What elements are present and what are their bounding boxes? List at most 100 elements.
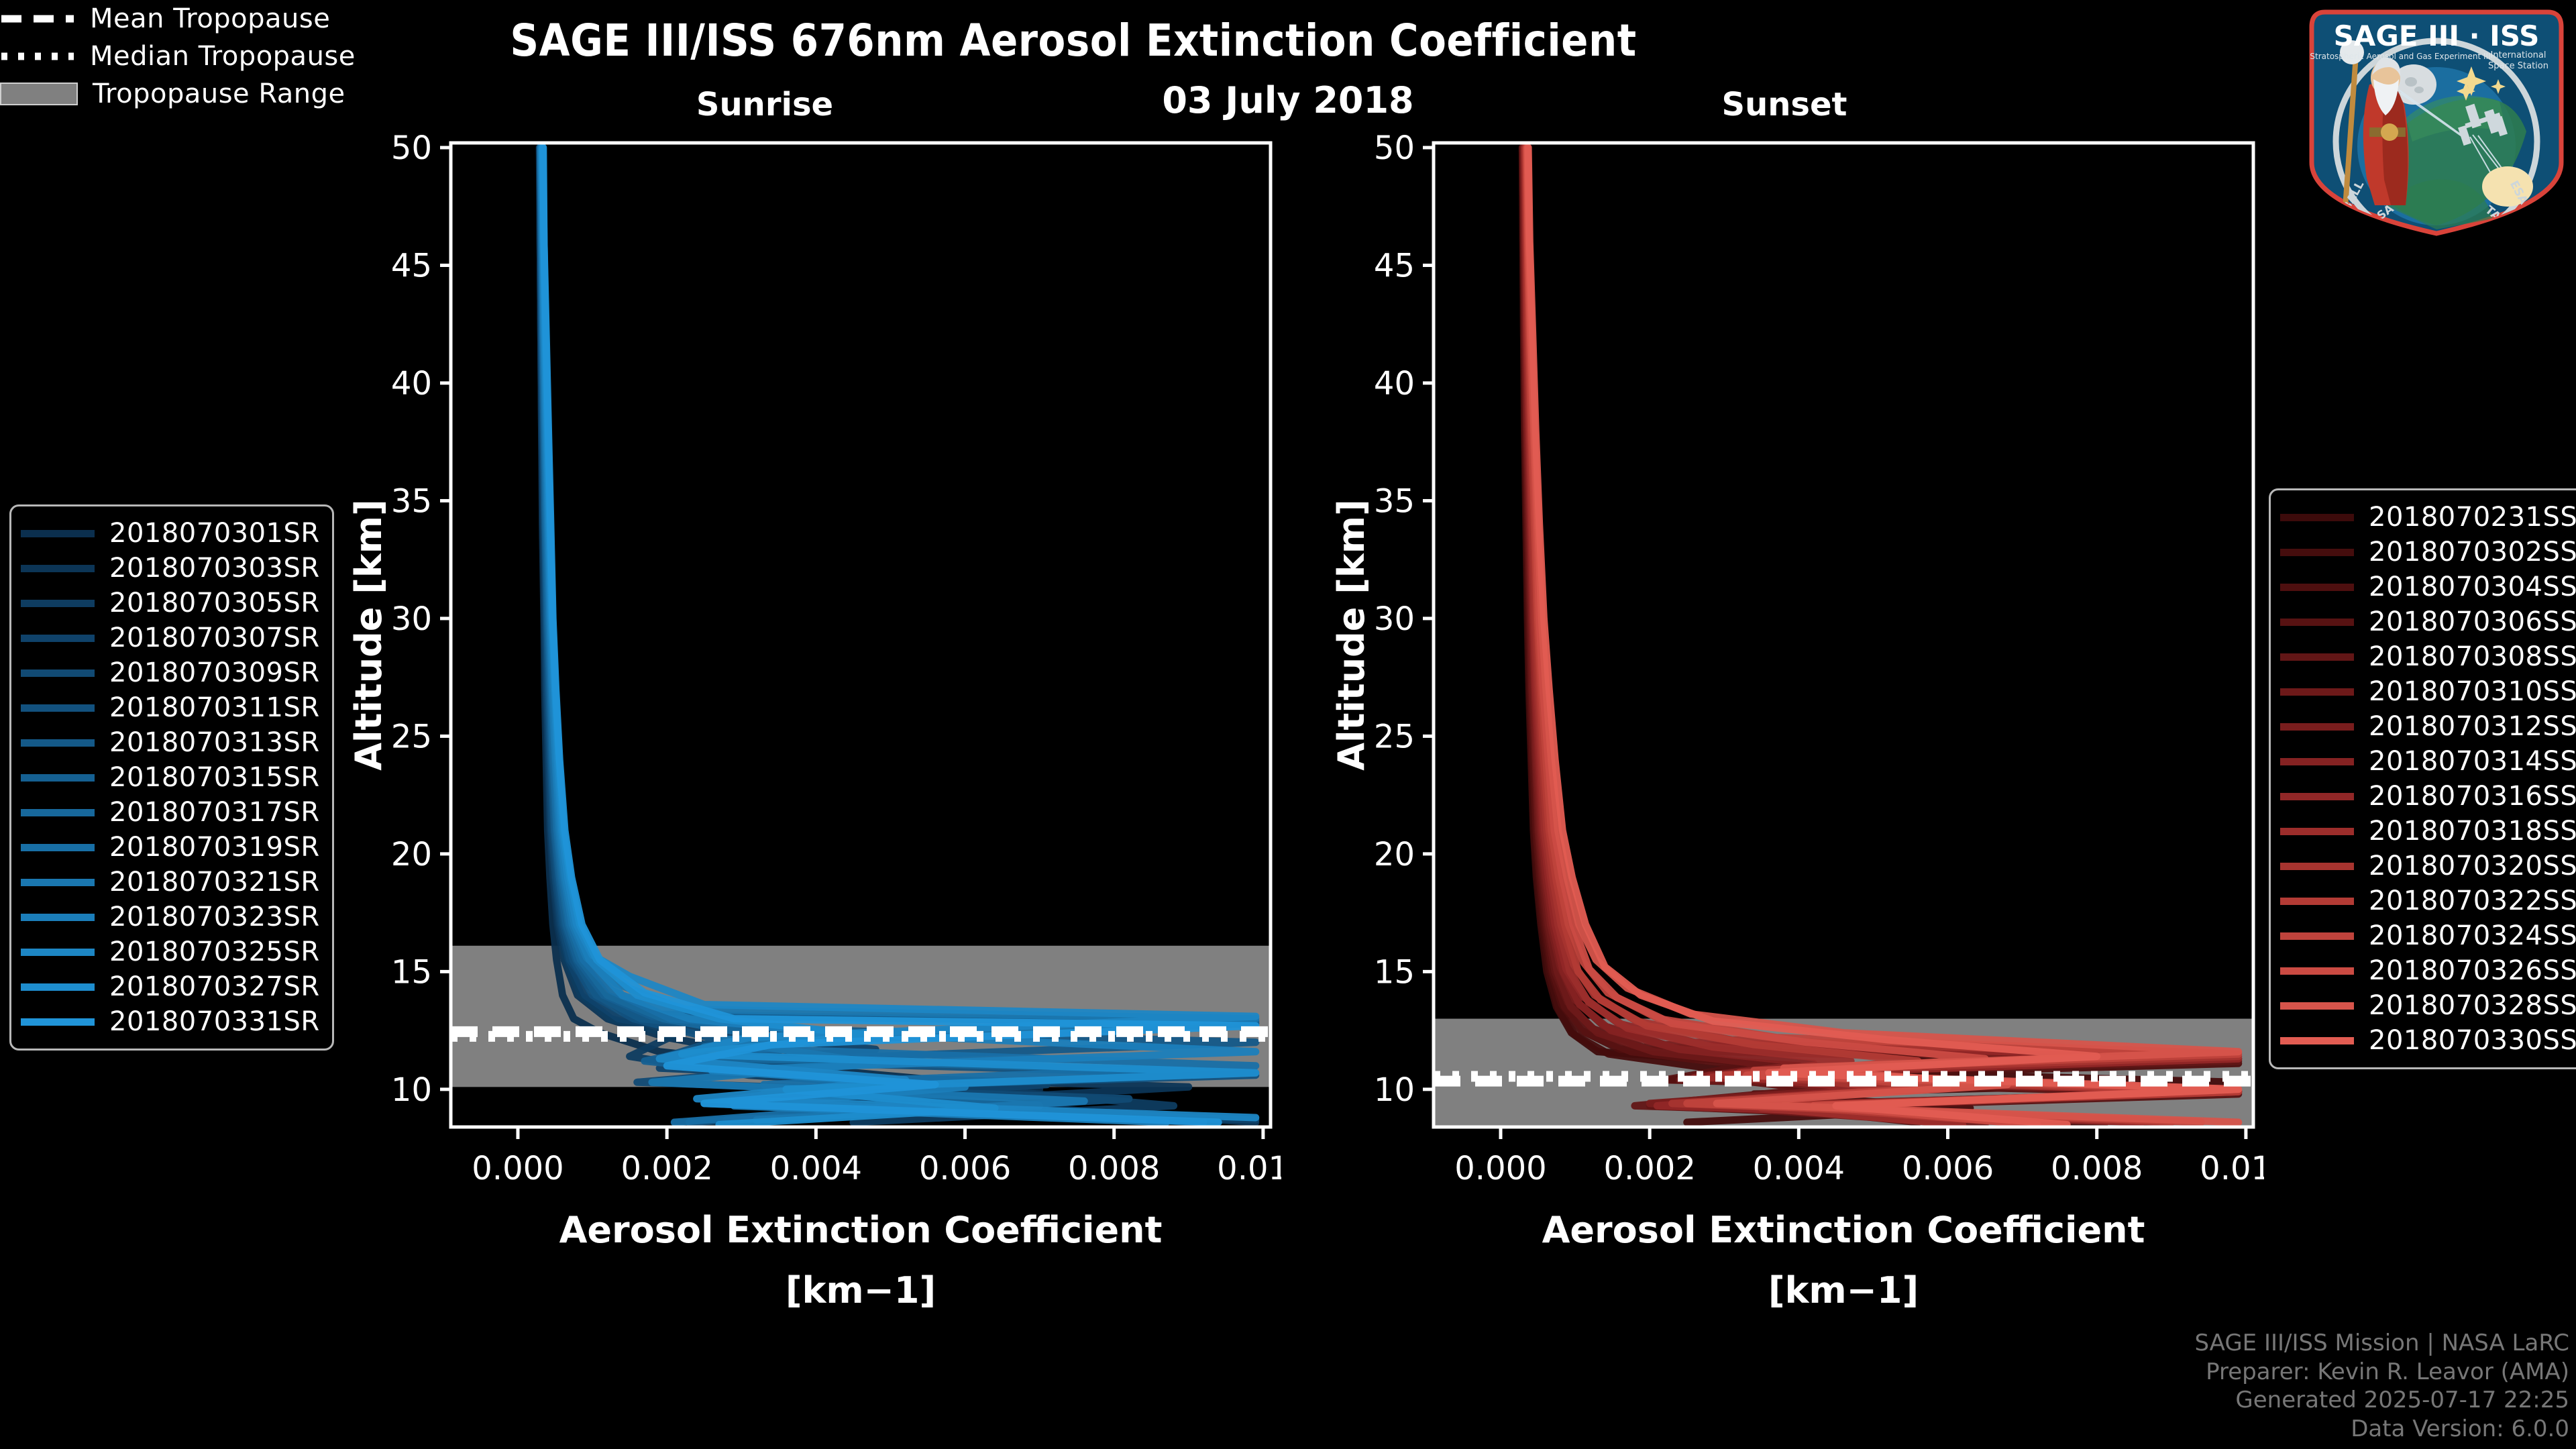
legend-item-label: 2018070303SR (109, 553, 320, 584)
legend-item-sunrise[interactable]: 2018070311SR (21, 690, 320, 725)
legend-item-label: 2018070327SR (109, 971, 320, 1002)
legend-item-sunrise[interactable]: 2018070309SR (21, 655, 320, 690)
legend-swatch-line-icon (21, 843, 95, 851)
legend-item-tropopause[interactable]: Median Tropopause (0, 38, 2576, 75)
credit-line-dataversion: Data Version: 6.0.0 (2351, 1415, 2569, 1443)
legend-item-tropopause[interactable]: Tropopause Range (0, 75, 2576, 113)
legend-sunset[interactable]: 2018070231SS 2018070302SS 2018070304SS 2018… (2269, 488, 2576, 1069)
legend-item-label: 2018070321SR (109, 867, 320, 898)
y-axis-label: Altitude [km] (349, 499, 390, 771)
legend-item-sunrise[interactable]: 2018070303SR (21, 551, 320, 586)
legend-item-sunrise[interactable]: 2018070321SR (21, 865, 320, 900)
x-tick-label: 0.002 (1603, 1150, 1695, 1187)
legend-item-sunset[interactable]: 2018070326SS (2280, 953, 2576, 988)
legend-item-sunrise[interactable]: 2018070315SR (21, 760, 320, 795)
x-tick-label: 0.002 (621, 1150, 712, 1187)
legend-item-sunrise[interactable]: 2018070317SR (21, 795, 320, 830)
legend-item-label: 2018070315SR (109, 762, 320, 793)
legend-item-sunset[interactable]: 2018070304SS (2280, 570, 2576, 604)
legend-swatch-line-icon (2280, 862, 2354, 870)
legend-item-sunset[interactable]: 2018070318SS (2280, 814, 2576, 849)
legend-item-sunset[interactable]: 2018070231SS (2280, 500, 2576, 535)
x-tick-label: 0.008 (2051, 1150, 2143, 1187)
legend-tropopause[interactable]: Mean Tropopause Median Tropopause Tropopau… (0, 0, 2576, 113)
logo-title: SAGE III · ISS (2334, 19, 2540, 52)
legend-item-label: 2018070308SS (2369, 641, 2576, 672)
legend-swatch-line-icon (2280, 722, 2354, 731)
legend-swatch-line-icon (21, 808, 95, 816)
axis-frame (1432, 141, 2255, 1129)
y-tick-label: 50 (391, 129, 432, 167)
legend-item-sunrise[interactable]: 2018070331SR (21, 1004, 320, 1039)
legend-item-sunrise[interactable]: 2018070319SR (21, 830, 320, 865)
legend-item-sunset[interactable]: 2018070306SS (2280, 604, 2576, 639)
credit-line-mission: SAGE III/ISS Mission | NASA LaRC (2194, 1329, 2569, 1356)
legend-item-label: 2018070328SS (2369, 990, 2576, 1021)
legend-item-sunrise[interactable]: 2018070301SR (21, 516, 320, 551)
legend-item-label: 2018070305SR (109, 588, 320, 619)
legend-item-sunset[interactable]: 2018070316SS (2280, 779, 2576, 814)
legend-item-label: 2018070309SR (109, 657, 320, 688)
legend-item-sunset[interactable]: 2018070302SS (2280, 535, 2576, 570)
y-tick-label: 15 (1374, 953, 1415, 991)
legend-item-label: 2018070318SS (2369, 816, 2576, 847)
legend-item-label: 2018070304SS (2369, 572, 2576, 602)
credit-line-preparer: Preparer: Kevin R. Leavor (AMA) (2206, 1358, 2569, 1385)
x-axis-unit-label: [km−1] (1768, 1269, 1919, 1311)
legend-swatch-line-icon (2280, 827, 2354, 835)
x-axis-label: Aerosol Extinction Coefficient (559, 1209, 1163, 1251)
legend-item-sunset[interactable]: 2018070322SS (2280, 883, 2576, 918)
legend-item-sunset[interactable]: 2018070310SS (2280, 674, 2576, 709)
legend-swatch-line-icon (2280, 897, 2354, 905)
sage-iii-iss-mission-patch-logo: BALL NASA ESA TAS-I SAGE III · ISS Strat… (2305, 4, 2568, 240)
sunset-panel-label: Sunset (1721, 86, 1847, 123)
y-tick-label: 20 (1374, 836, 1415, 873)
y-tick-label: 10 (1374, 1071, 1415, 1109)
y-tick-label: 15 (391, 953, 432, 991)
legend-item-label: 2018070317SR (109, 797, 320, 828)
axis-frame (449, 141, 1273, 1129)
legend-item-tropopause[interactable]: Mean Tropopause (0, 0, 2576, 38)
legend-item-label: 2018070320SS (2369, 851, 2576, 881)
chart-panel-sunrise[interactable]: 10 15 20 25 30 35 40 45 50 0.000 0.002 0.004 0.006 0.… (349, 121, 1281, 1382)
legend-item-label: 2018070331SR (109, 1006, 320, 1037)
legend-item-sunset[interactable]: 2018070314SS (2280, 744, 2576, 779)
legend-item-sunrise[interactable]: 2018070313SR (21, 725, 320, 760)
legend-item-sunrise[interactable]: 2018070327SR (21, 969, 320, 1004)
legend-item-sunrise[interactable]: 2018070307SR (21, 621, 320, 655)
y-tick-label: 45 (391, 247, 432, 284)
legend-item-label: 2018070231SS (2369, 502, 2576, 533)
legend-item-sunset[interactable]: 2018070320SS (2280, 849, 2576, 883)
y-tick-label: 30 (391, 600, 432, 638)
y-tick-label: 40 (391, 365, 432, 402)
x-tick-label: 0.010 (1217, 1150, 1281, 1187)
legend-item-sunset[interactable]: 2018070308SS (2280, 639, 2576, 674)
legend-item-label: 2018070323SR (109, 902, 320, 932)
legend-item-sunset[interactable]: 2018070330SS (2280, 1023, 2576, 1058)
legend-item-label: 2018070325SR (109, 936, 320, 967)
x-tick-label: 0.008 (1068, 1150, 1160, 1187)
legend-item-label: 2018070314SS (2369, 746, 2576, 777)
x-tick-label: 0.004 (1753, 1150, 1845, 1187)
legend-item-sunset[interactable]: 2018070312SS (2280, 709, 2576, 744)
legend-swatch-band-icon (0, 83, 78, 105)
chart-panel-sunset[interactable]: 10 15 20 25 30 35 40 45 50 0.000 0.002 0.004 0.006 0.… (1332, 121, 2264, 1382)
x-axis-unit-label: [km−1] (786, 1269, 936, 1311)
legend-item-sunrise[interactable]: 2018070325SR (21, 934, 320, 969)
legend-item-sunrise[interactable]: 2018070305SR (21, 586, 320, 621)
legend-item-sunset[interactable]: 2018070324SS (2280, 918, 2576, 953)
y-tick-label: 20 (391, 836, 432, 873)
legend-item-label: Median Tropopause (90, 41, 356, 72)
legend-swatch-line-icon (21, 878, 95, 886)
legend-item-sunrise[interactable]: 2018070323SR (21, 900, 320, 934)
legend-sunrise[interactable]: 2018070301SR 2018070303SR 2018070305SR 2018… (9, 504, 334, 1051)
legend-swatch-line-icon (2280, 653, 2354, 661)
x-tick-label: 0.004 (770, 1150, 862, 1187)
logo-iss-line1: International (2491, 50, 2546, 60)
y-tick-label: 40 (1374, 365, 1415, 402)
legend-swatch-line-icon (21, 529, 95, 537)
legend-swatch-line-icon (21, 913, 95, 921)
legend-swatch-line-icon (2280, 583, 2354, 591)
legend-swatch-line-icon (21, 634, 95, 642)
legend-item-sunset[interactable]: 2018070328SS (2280, 988, 2576, 1023)
